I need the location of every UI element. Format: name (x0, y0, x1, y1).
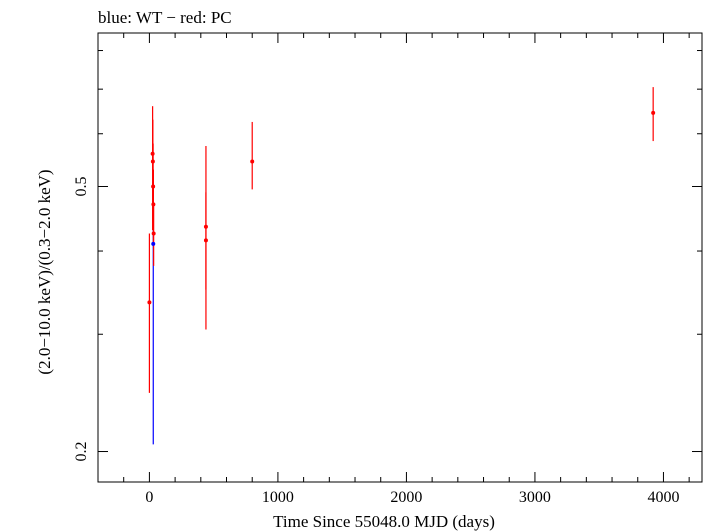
chart-title: blue: WT − red: PC (98, 8, 232, 27)
x-tick-label: 3000 (519, 489, 551, 506)
pc-data-point (147, 300, 152, 305)
y-axis-label: (2.0−10.0 keV)/(0.3−2.0 keV) (35, 169, 54, 374)
y-tick-label: 0.2 (73, 442, 90, 462)
data-points (147, 110, 656, 305)
pc-data-point (203, 238, 208, 243)
plot-frame (97, 32, 703, 483)
pc-data-point (150, 151, 155, 156)
y-tick-label: 0.5 (73, 176, 90, 196)
axis-ticks (97, 33, 702, 482)
pc-data-point (150, 159, 155, 164)
pc-data-point (151, 231, 156, 236)
error-bars (148, 87, 654, 445)
x-tick-label: 2000 (390, 489, 422, 506)
x-tick-label: 0 (145, 489, 153, 506)
pc-data-point (203, 224, 208, 229)
pc-data-point (151, 202, 156, 207)
pc-data-point (151, 184, 156, 189)
x-tick-label: 1000 (262, 489, 294, 506)
wt-data-point (151, 241, 156, 246)
x-tick-label: 4000 (647, 489, 679, 506)
pc-data-point (651, 110, 656, 115)
x-axis-label: Time Since 55048.0 MJD (days) (273, 512, 495, 531)
y-tick-labels: 0.2 0.5 (73, 176, 90, 461)
pc-data-point (250, 159, 255, 164)
x-tick-labels: 0 1000 2000 3000 4000 (145, 489, 679, 506)
